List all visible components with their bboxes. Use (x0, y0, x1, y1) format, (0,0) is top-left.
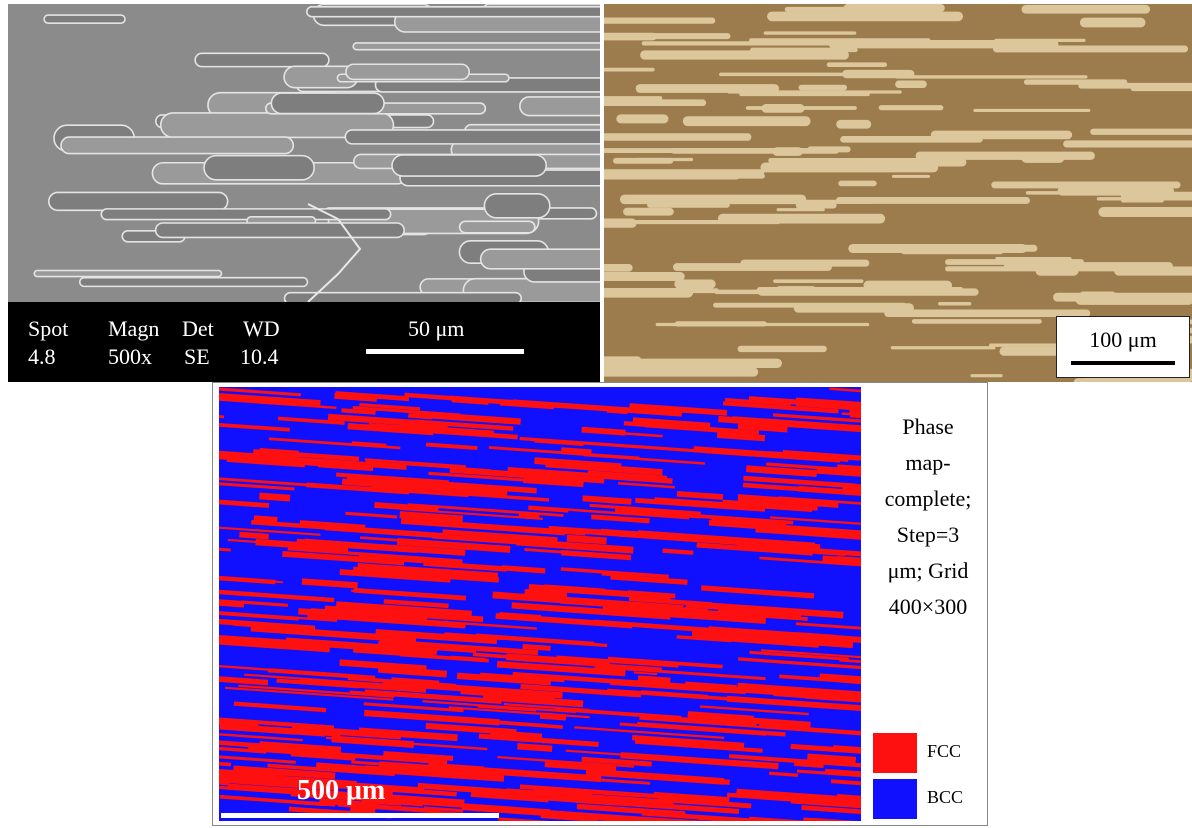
phase-map-image: 500 μm (219, 387, 861, 821)
sem-micrograph: Spot Magn Det WD 4.8 500x SE 10.4 50 μm (8, 4, 600, 382)
optical-image (604, 4, 1192, 382)
caption-line: Phase (902, 414, 954, 439)
optical-micrograph: 100 μm (604, 4, 1192, 382)
wd-header: WD (243, 316, 280, 341)
bcc-label: BCC (927, 787, 964, 807)
optical-scale-box: 100 μm (1056, 316, 1190, 378)
caption-line: 400×300 (888, 594, 968, 619)
det-value: SE (184, 344, 210, 369)
sem-scale-bar (366, 349, 524, 354)
caption-line: map- (905, 450, 951, 475)
wd-value: 10.4 (240, 344, 279, 369)
det-header: Det (182, 316, 214, 341)
phase-map-caption: Phase map- complete; Step=3 μm; Grid 400… (868, 409, 987, 625)
phase-map-scale-bar (221, 813, 499, 818)
caption-line: μm; Grid (887, 558, 969, 583)
spot-header: Spot (28, 316, 69, 341)
sem-info-bar: Spot Magn Det WD 4.8 500x SE 10.4 50 μm (8, 302, 600, 382)
sem-scale-label: 50 μm (408, 316, 465, 341)
fcc-swatch (873, 733, 917, 773)
optical-scale-label: 100 μm (1089, 327, 1157, 352)
spot-value: 4.8 (28, 344, 56, 369)
magn-header: Magn (108, 316, 160, 341)
magn-value: 500x (108, 344, 152, 369)
phase-map-svg (219, 387, 861, 821)
sem-image (8, 4, 600, 302)
legend-item-fcc: FCC (869, 733, 985, 773)
caption-line: Step=3 (896, 522, 960, 547)
phase-map-scale-label: 500 μm (297, 775, 386, 806)
legend-item-bcc: BCC (869, 779, 985, 819)
caption-line: complete; (884, 486, 972, 511)
bcc-swatch (873, 779, 917, 819)
optical-scale-bar (1071, 361, 1175, 365)
fcc-label: FCC (927, 741, 962, 761)
phase-map-panel: 500 μm Phase map- complete; Step=3 μm; G… (212, 382, 988, 826)
